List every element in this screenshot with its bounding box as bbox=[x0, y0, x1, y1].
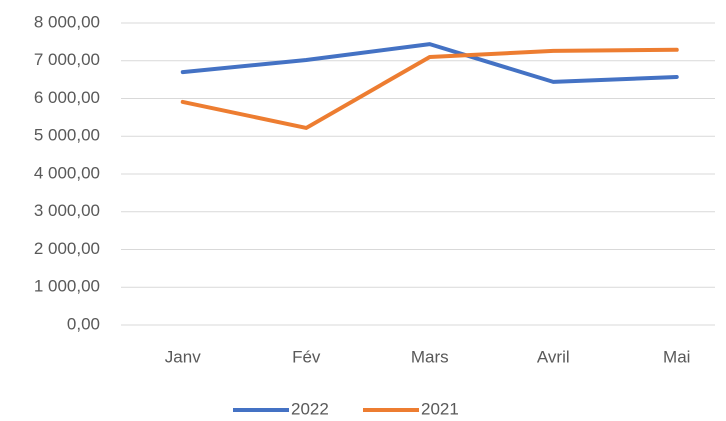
x-tick-label: Mai bbox=[663, 347, 690, 366]
series-line bbox=[180, 47, 679, 130]
y-tick-label: 1 000,00 bbox=[34, 277, 100, 296]
x-tick-label: Fév bbox=[292, 347, 321, 366]
y-tick-label: 2 000,00 bbox=[34, 239, 100, 258]
y-tick-label: 8 000,00 bbox=[34, 12, 100, 31]
y-tick-label: 7 000,00 bbox=[34, 50, 100, 69]
y-tick-label: 3 000,00 bbox=[34, 201, 100, 220]
y-tick-label: 0,00 bbox=[67, 314, 100, 333]
y-tick-label: 6 000,00 bbox=[34, 88, 100, 107]
legend-label: 2021 bbox=[421, 399, 459, 418]
y-tick-label: 4 000,00 bbox=[34, 163, 100, 182]
y-tick-label: 5 000,00 bbox=[34, 126, 100, 145]
legend-label: 2022 bbox=[291, 399, 329, 418]
x-tick-label: Janv bbox=[165, 347, 201, 366]
series-line bbox=[180, 42, 679, 84]
x-tick-label: Avril bbox=[537, 347, 570, 366]
x-tick-label: Mars bbox=[411, 347, 449, 366]
